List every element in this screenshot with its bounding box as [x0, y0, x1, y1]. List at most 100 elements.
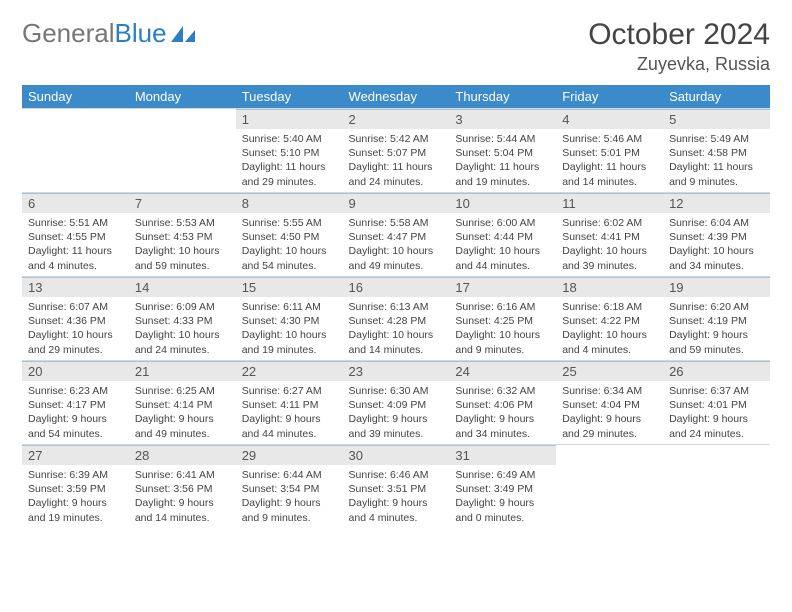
day-number: 19: [663, 277, 770, 297]
calendar-cell: 10Sunrise: 6:00 AMSunset: 4:44 PMDayligh…: [449, 193, 556, 277]
calendar-cell: 27Sunrise: 6:39 AMSunset: 3:59 PMDayligh…: [22, 445, 129, 529]
calendar-cell: 9Sunrise: 5:58 AMSunset: 4:47 PMDaylight…: [343, 193, 450, 277]
weekday-header: Tuesday: [236, 85, 343, 109]
calendar-cell: 5Sunrise: 5:49 AMSunset: 4:58 PMDaylight…: [663, 109, 770, 193]
calendar-cell: 29Sunrise: 6:44 AMSunset: 3:54 PMDayligh…: [236, 445, 343, 529]
calendar-cell: 15Sunrise: 6:11 AMSunset: 4:30 PMDayligh…: [236, 277, 343, 361]
day-details: Sunrise: 5:40 AMSunset: 5:10 PMDaylight:…: [236, 129, 343, 192]
calendar-cell: 17Sunrise: 6:16 AMSunset: 4:25 PMDayligh…: [449, 277, 556, 361]
calendar-cell: 1Sunrise: 5:40 AMSunset: 5:10 PMDaylight…: [236, 109, 343, 193]
day-number: 29: [236, 445, 343, 465]
day-details: Sunrise: 6:46 AMSunset: 3:51 PMDaylight:…: [343, 465, 450, 528]
day-number: 3: [449, 109, 556, 129]
calendar-cell: [22, 109, 129, 193]
day-details: Sunrise: 6:25 AMSunset: 4:14 PMDaylight:…: [129, 381, 236, 444]
calendar-cell: 20Sunrise: 6:23 AMSunset: 4:17 PMDayligh…: [22, 361, 129, 445]
weekday-header: Friday: [556, 85, 663, 109]
calendar-cell: 7Sunrise: 5:53 AMSunset: 4:53 PMDaylight…: [129, 193, 236, 277]
calendar-row: 1Sunrise: 5:40 AMSunset: 5:10 PMDaylight…: [22, 109, 770, 193]
calendar-row: 13Sunrise: 6:07 AMSunset: 4:36 PMDayligh…: [22, 277, 770, 361]
day-details: Sunrise: 6:11 AMSunset: 4:30 PMDaylight:…: [236, 297, 343, 360]
calendar-cell: 11Sunrise: 6:02 AMSunset: 4:41 PMDayligh…: [556, 193, 663, 277]
calendar-cell: 31Sunrise: 6:49 AMSunset: 3:49 PMDayligh…: [449, 445, 556, 529]
day-number: 28: [129, 445, 236, 465]
day-details: Sunrise: 6:00 AMSunset: 4:44 PMDaylight:…: [449, 213, 556, 276]
day-details: Sunrise: 6:37 AMSunset: 4:01 PMDaylight:…: [663, 381, 770, 444]
day-number: 26: [663, 361, 770, 381]
day-details: Sunrise: 6:44 AMSunset: 3:54 PMDaylight:…: [236, 465, 343, 528]
calendar-cell: 3Sunrise: 5:44 AMSunset: 5:04 PMDaylight…: [449, 109, 556, 193]
day-number: 27: [22, 445, 129, 465]
calendar-cell: [556, 445, 663, 529]
weekday-header: Monday: [129, 85, 236, 109]
day-number: 22: [236, 361, 343, 381]
day-number: 7: [129, 193, 236, 213]
calendar-cell: 14Sunrise: 6:09 AMSunset: 4:33 PMDayligh…: [129, 277, 236, 361]
title-block: October 2024 Zuyevka, Russia: [588, 18, 770, 75]
calendar-body: 1Sunrise: 5:40 AMSunset: 5:10 PMDaylight…: [22, 109, 770, 529]
weekday-header: Sunday: [22, 85, 129, 109]
day-number: 13: [22, 277, 129, 297]
day-number: 8: [236, 193, 343, 213]
day-number: 1: [236, 109, 343, 129]
day-details: Sunrise: 5:55 AMSunset: 4:50 PMDaylight:…: [236, 213, 343, 276]
location-label: Zuyevka, Russia: [588, 54, 770, 75]
calendar-table: SundayMondayTuesdayWednesdayThursdayFrid…: [22, 85, 770, 529]
day-details: Sunrise: 5:44 AMSunset: 5:04 PMDaylight:…: [449, 129, 556, 192]
calendar-cell: 22Sunrise: 6:27 AMSunset: 4:11 PMDayligh…: [236, 361, 343, 445]
weekday-header: Thursday: [449, 85, 556, 109]
day-number: 12: [663, 193, 770, 213]
day-details: Sunrise: 5:42 AMSunset: 5:07 PMDaylight:…: [343, 129, 450, 192]
day-number: 25: [556, 361, 663, 381]
calendar-header: SundayMondayTuesdayWednesdayThursdayFrid…: [22, 85, 770, 109]
day-number: 24: [449, 361, 556, 381]
sail-icon: [169, 24, 197, 44]
day-number: 11: [556, 193, 663, 213]
day-details: Sunrise: 6:02 AMSunset: 4:41 PMDaylight:…: [556, 213, 663, 276]
day-details: Sunrise: 6:20 AMSunset: 4:19 PMDaylight:…: [663, 297, 770, 360]
day-details: Sunrise: 6:49 AMSunset: 3:49 PMDaylight:…: [449, 465, 556, 528]
day-number: 6: [22, 193, 129, 213]
month-title: October 2024: [588, 18, 770, 52]
day-details: Sunrise: 6:09 AMSunset: 4:33 PMDaylight:…: [129, 297, 236, 360]
calendar-cell: 13Sunrise: 6:07 AMSunset: 4:36 PMDayligh…: [22, 277, 129, 361]
day-details: Sunrise: 6:30 AMSunset: 4:09 PMDaylight:…: [343, 381, 450, 444]
day-number: 15: [236, 277, 343, 297]
calendar-row: 6Sunrise: 5:51 AMSunset: 4:55 PMDaylight…: [22, 193, 770, 277]
day-number: 17: [449, 277, 556, 297]
calendar-cell: 21Sunrise: 6:25 AMSunset: 4:14 PMDayligh…: [129, 361, 236, 445]
calendar-cell: 18Sunrise: 6:18 AMSunset: 4:22 PMDayligh…: [556, 277, 663, 361]
day-details: Sunrise: 6:34 AMSunset: 4:04 PMDaylight:…: [556, 381, 663, 444]
day-number: 10: [449, 193, 556, 213]
calendar-cell: 30Sunrise: 6:46 AMSunset: 3:51 PMDayligh…: [343, 445, 450, 529]
day-number: 5: [663, 109, 770, 129]
day-number: 2: [343, 109, 450, 129]
day-number: 18: [556, 277, 663, 297]
day-number: 23: [343, 361, 450, 381]
day-number: 31: [449, 445, 556, 465]
day-details: Sunrise: 6:04 AMSunset: 4:39 PMDaylight:…: [663, 213, 770, 276]
day-details: Sunrise: 6:18 AMSunset: 4:22 PMDaylight:…: [556, 297, 663, 360]
calendar-cell: 8Sunrise: 5:55 AMSunset: 4:50 PMDaylight…: [236, 193, 343, 277]
day-details: Sunrise: 5:53 AMSunset: 4:53 PMDaylight:…: [129, 213, 236, 276]
calendar-cell: 28Sunrise: 6:41 AMSunset: 3:56 PMDayligh…: [129, 445, 236, 529]
calendar-cell: 4Sunrise: 5:46 AMSunset: 5:01 PMDaylight…: [556, 109, 663, 193]
calendar-cell: 19Sunrise: 6:20 AMSunset: 4:19 PMDayligh…: [663, 277, 770, 361]
day-details: Sunrise: 6:41 AMSunset: 3:56 PMDaylight:…: [129, 465, 236, 528]
calendar-row: 20Sunrise: 6:23 AMSunset: 4:17 PMDayligh…: [22, 361, 770, 445]
calendar-cell: 6Sunrise: 5:51 AMSunset: 4:55 PMDaylight…: [22, 193, 129, 277]
day-details: Sunrise: 5:58 AMSunset: 4:47 PMDaylight:…: [343, 213, 450, 276]
header-row: GeneralBlue October 2024 Zuyevka, Russia: [22, 18, 770, 75]
calendar-cell: 16Sunrise: 6:13 AMSunset: 4:28 PMDayligh…: [343, 277, 450, 361]
calendar-cell: [129, 109, 236, 193]
day-details: Sunrise: 5:49 AMSunset: 4:58 PMDaylight:…: [663, 129, 770, 192]
calendar-cell: 24Sunrise: 6:32 AMSunset: 4:06 PMDayligh…: [449, 361, 556, 445]
day-details: Sunrise: 6:13 AMSunset: 4:28 PMDaylight:…: [343, 297, 450, 360]
day-details: Sunrise: 6:23 AMSunset: 4:17 PMDaylight:…: [22, 381, 129, 444]
weekday-header: Saturday: [663, 85, 770, 109]
day-details: Sunrise: 6:39 AMSunset: 3:59 PMDaylight:…: [22, 465, 129, 528]
calendar-cell: 26Sunrise: 6:37 AMSunset: 4:01 PMDayligh…: [663, 361, 770, 445]
brand-part2: Blue: [115, 18, 167, 49]
day-number: 21: [129, 361, 236, 381]
calendar-cell: 12Sunrise: 6:04 AMSunset: 4:39 PMDayligh…: [663, 193, 770, 277]
